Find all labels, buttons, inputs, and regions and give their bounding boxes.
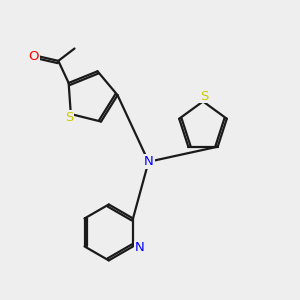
Text: N: N bbox=[144, 155, 154, 168]
Text: O: O bbox=[28, 50, 39, 63]
Text: S: S bbox=[200, 90, 209, 103]
Text: S: S bbox=[65, 111, 74, 124]
Text: N: N bbox=[135, 242, 144, 254]
